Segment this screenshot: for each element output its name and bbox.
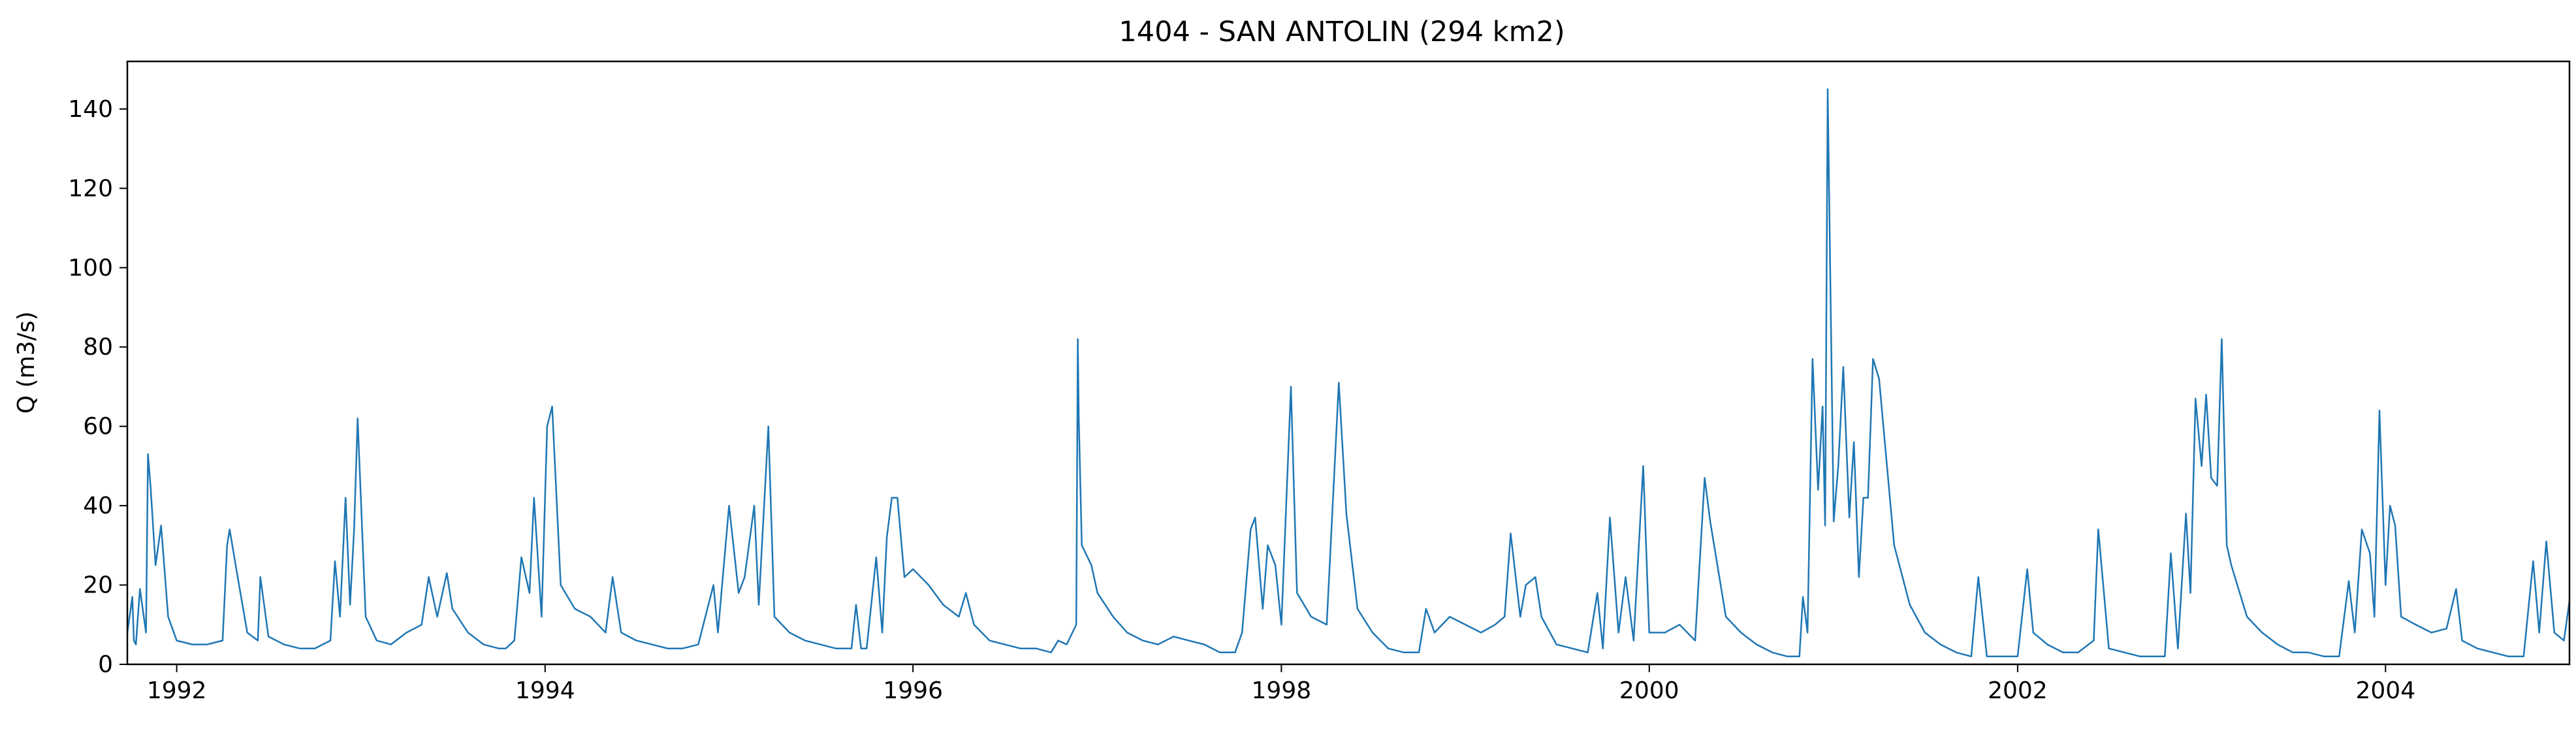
y-tick-label: 60 — [83, 413, 113, 440]
y-tick-label: 140 — [68, 96, 113, 123]
x-tick-label: 1998 — [1252, 677, 1312, 704]
x-tick-label: 1994 — [515, 677, 575, 704]
y-tick-label: 40 — [83, 493, 113, 519]
x-tick-label: 1996 — [883, 677, 943, 704]
series-line — [127, 88, 2569, 658]
y-tick-label: 100 — [68, 255, 113, 282]
x-ticks: 1992 1994 1996 1998 2000 2002 2004 — [147, 664, 2415, 704]
series-group — [127, 88, 2569, 658]
x-tick-label: 2004 — [2355, 677, 2415, 704]
y-axis-label: Q (m3/s) — [13, 312, 40, 414]
y-ticks: 0 20 40 60 80 100 120 140 — [68, 96, 127, 678]
y-tick-label: 120 — [68, 175, 113, 202]
y-tick-label: 80 — [83, 334, 113, 361]
y-tick-label: 20 — [83, 572, 113, 599]
x-tick-label: 2002 — [1988, 677, 2048, 704]
plot-frame — [126, 60, 2571, 666]
chart-title: 1404 - SAN ANTOLIN (294 km2) — [1119, 16, 1565, 48]
y-tick-label: 0 — [98, 651, 113, 678]
x-tick-label: 1992 — [147, 677, 207, 704]
x-tick-label: 2000 — [1619, 677, 1679, 704]
